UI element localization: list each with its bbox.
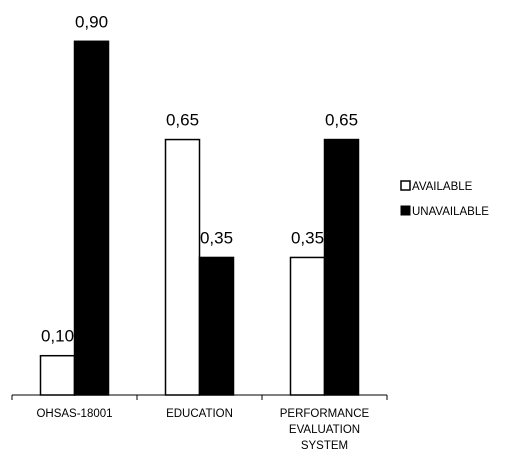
data-label-unavailable-0: 0,90	[75, 12, 108, 31]
legend-swatch-unavailable	[400, 205, 411, 216]
x-ticks-group	[11, 395, 388, 400]
legend: AVAILABLE UNAVAILABLE	[400, 180, 489, 218]
data-label-unavailable-1: 0,35	[200, 228, 233, 247]
data-label-unavailable-2: 0,65	[325, 111, 358, 130]
x-tick-label-0: OHSAS-18001	[36, 408, 112, 420]
data-label-available-0: 0,10	[41, 327, 74, 346]
bar-available-1	[164, 138, 201, 396]
bar-unavailable-0	[73, 40, 110, 396]
bars-group	[39, 40, 360, 396]
x-tick-labels-group: OHSAS-18001 EDUCATION PERFORMANCE EVALUATIO…	[36, 408, 369, 452]
data-label-available-1: 0,65	[166, 111, 199, 130]
legend-swatch-available	[400, 180, 411, 191]
bar-unavailable-1	[198, 256, 235, 396]
data-label-available-2: 0,35	[291, 228, 324, 247]
x-tick-label-1: EDUCATION	[166, 408, 233, 420]
bar-unavailable-2	[323, 138, 360, 396]
legend-label-available: AVAILABLE	[412, 181, 473, 193]
bar-available-2	[289, 256, 326, 396]
x-tick-label-2: PERFORMANCE EVALUATION SYSTEM	[280, 408, 370, 452]
data-labels-group: 0,10 0,90 0,65 0,35 0,35 0,65	[41, 12, 358, 345]
bar-available-0	[39, 354, 76, 396]
legend-label-unavailable: UNAVAILABLE	[412, 206, 489, 218]
